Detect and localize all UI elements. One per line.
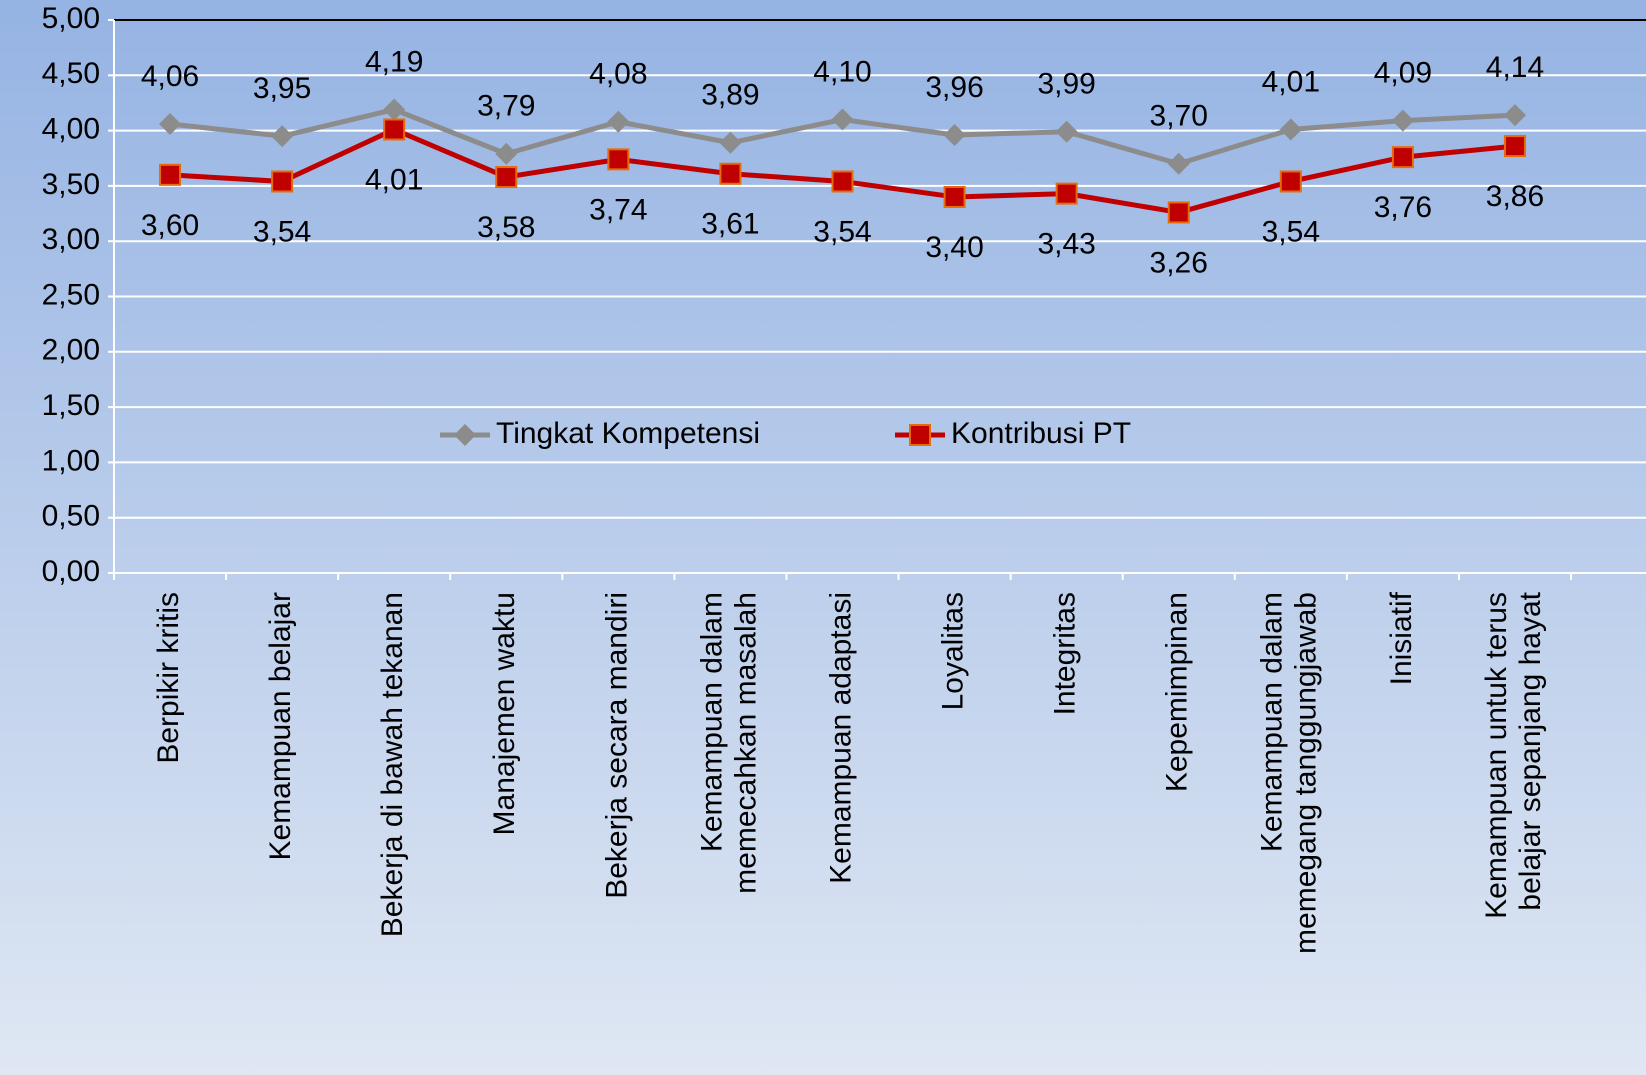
data-label: 3,96 <box>925 71 983 104</box>
data-label: 3,95 <box>253 72 311 105</box>
legend-marker <box>909 424 931 446</box>
y-tick-label: 5,00 <box>42 2 100 35</box>
x-tick-label: Inisiatif <box>1385 591 1418 685</box>
data-point <box>271 170 294 193</box>
data-label: 3,43 <box>1037 228 1095 261</box>
data-label: 3,61 <box>701 208 759 241</box>
data-point <box>1055 182 1078 205</box>
x-tick-label: memecahkan masalah <box>729 592 762 894</box>
data-point <box>383 98 406 121</box>
data-point <box>1279 118 1302 141</box>
data-label: 3,79 <box>477 90 535 123</box>
data-label: 4,10 <box>813 55 871 88</box>
data-point <box>383 118 406 141</box>
data-label: 3,76 <box>1374 191 1432 224</box>
data-label: 4,01 <box>365 163 423 196</box>
data-label: 3,54 <box>1262 215 1320 248</box>
y-tick-label: 4,00 <box>42 113 100 146</box>
legend-marker <box>454 424 476 446</box>
x-tick-label: Kemampuan dalam <box>695 592 728 852</box>
data-point <box>1503 104 1526 127</box>
data-point <box>607 148 630 171</box>
y-tick-label: 1,50 <box>42 389 100 422</box>
x-tick-label: Bekerja di bawah tekanan <box>376 592 409 937</box>
x-tick-label: Manajemen waktu <box>488 592 521 835</box>
data-label: 4,14 <box>1486 51 1544 84</box>
data-point <box>1503 135 1526 158</box>
x-tick-label: Kemampuan dalam <box>1256 592 1289 852</box>
data-point <box>159 112 182 135</box>
data-point <box>831 170 854 193</box>
data-point <box>831 108 854 131</box>
y-tick-label: 1,00 <box>42 444 100 477</box>
legend-label: Tingkat Kompetensi <box>496 417 760 450</box>
x-tick-label: Loyalitas <box>936 592 969 710</box>
data-point <box>719 131 742 154</box>
x-tick-label: Bekerja secara mandiri <box>600 592 633 899</box>
data-label: 3,54 <box>813 215 871 248</box>
data-label: 4,19 <box>365 46 423 79</box>
data-point <box>495 166 518 189</box>
data-label: 3,89 <box>701 79 759 112</box>
x-tick-label: Kemampuan adaptasi <box>824 592 857 884</box>
data-point <box>1167 152 1190 175</box>
data-point <box>1279 170 1302 193</box>
data-label: 3,60 <box>141 209 199 242</box>
data-point <box>495 142 518 165</box>
data-point <box>271 125 294 148</box>
x-tick-label: memegang tanggungjawab <box>1290 592 1323 954</box>
data-point <box>607 110 630 133</box>
x-tick-label: Kemampuan belajar <box>264 592 297 861</box>
data-label: 3,58 <box>477 211 535 244</box>
y-tick-label: 0,50 <box>42 500 100 533</box>
data-label: 4,08 <box>589 58 647 91</box>
y-tick-label: 2,00 <box>42 334 100 367</box>
data-label: 4,06 <box>141 60 199 93</box>
y-tick-label: 3,00 <box>42 223 100 256</box>
data-point <box>159 163 182 186</box>
data-label: 4,01 <box>1262 65 1320 98</box>
data-label: 3,40 <box>925 231 983 264</box>
data-point <box>1167 201 1190 224</box>
data-point <box>1391 146 1414 169</box>
data-point <box>1055 120 1078 143</box>
data-label: 3,54 <box>253 215 311 248</box>
data-label: 3,70 <box>1150 100 1208 133</box>
x-tick-label: Berpikir kritis <box>152 592 185 764</box>
y-tick-label: 4,50 <box>42 57 100 90</box>
data-point <box>943 185 966 208</box>
data-label: 3,74 <box>589 193 647 226</box>
x-tick-label: Integritas <box>1049 592 1082 715</box>
x-tick-label: Kepemimpinan <box>1161 592 1194 792</box>
y-tick-label: 3,50 <box>42 168 100 201</box>
data-label: 4,09 <box>1374 57 1432 90</box>
legend-label: Kontribusi PT <box>951 417 1131 450</box>
x-tick-label: Kemampuan untuk terus <box>1480 592 1513 919</box>
data-label: 3,26 <box>1150 246 1208 279</box>
y-tick-label: 0,00 <box>42 555 100 588</box>
y-tick-label: 2,50 <box>42 278 100 311</box>
data-point <box>719 162 742 185</box>
data-label: 3,86 <box>1486 180 1544 213</box>
x-tick-label: belajar sepanjang hayat <box>1514 591 1547 910</box>
data-point <box>943 124 966 147</box>
data-point <box>1391 109 1414 132</box>
data-label: 3,99 <box>1037 68 1095 101</box>
